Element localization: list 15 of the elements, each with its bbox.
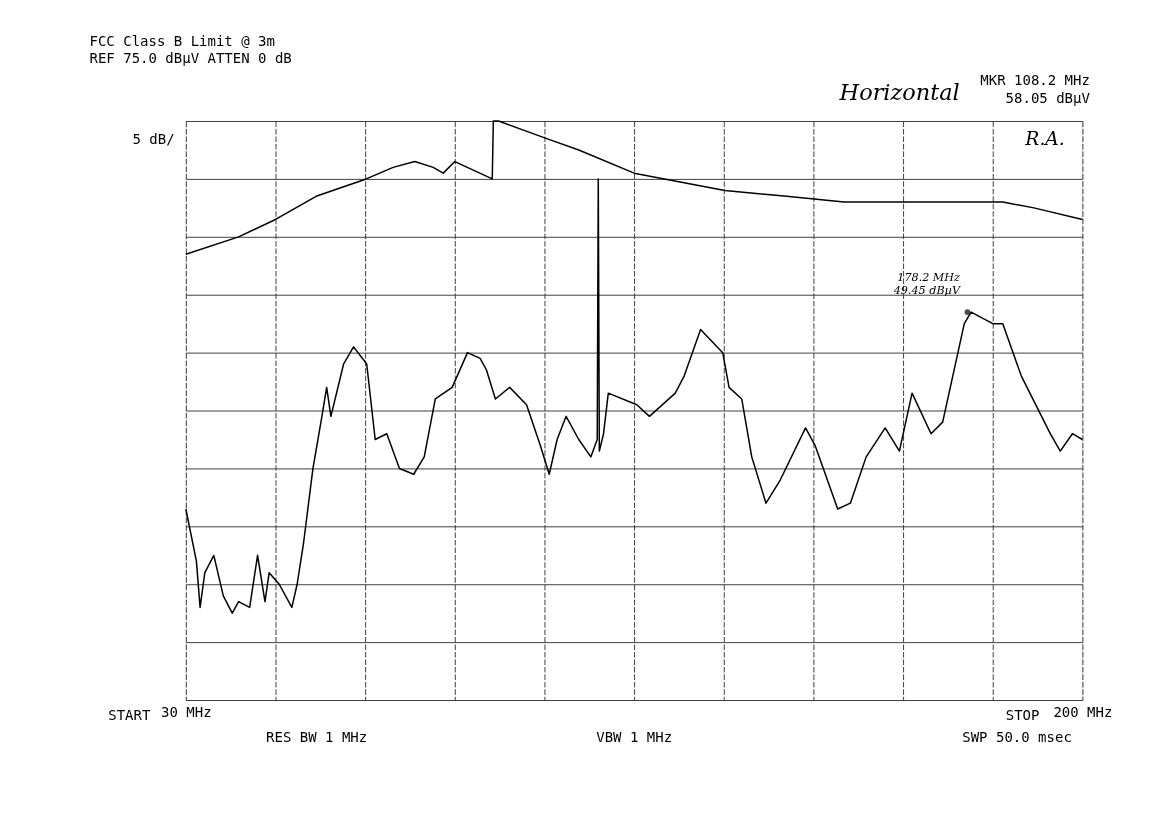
annotation: R.A. — [1024, 128, 1065, 150]
text: STOP — [1005, 706, 1040, 723]
y-axis-title: 5 dB/ — [132, 131, 175, 148]
text: RES BW 1 MHz — [266, 729, 368, 746]
annotation: 178.2 MHz 49.45 dBµV — [892, 271, 962, 298]
text: START — [108, 706, 151, 723]
chart-title: FCC Class B Limit @ 3m — [89, 33, 275, 50]
text: 58.05 dBµV — [1005, 90, 1091, 107]
text: SWP 50.0 msec — [962, 729, 1072, 746]
x-tick-label: 200 MHz — [1053, 704, 1113, 721]
text: VBW 1 MHz — [596, 729, 673, 746]
text: MKR 108.2 MHz — [980, 71, 1090, 88]
chart-subtitle: REF 75.0 dBµV ATTEN 0 dB — [89, 50, 292, 67]
x-tick-label: 30 MHz — [161, 704, 212, 721]
text: Horizontal — [838, 78, 960, 105]
